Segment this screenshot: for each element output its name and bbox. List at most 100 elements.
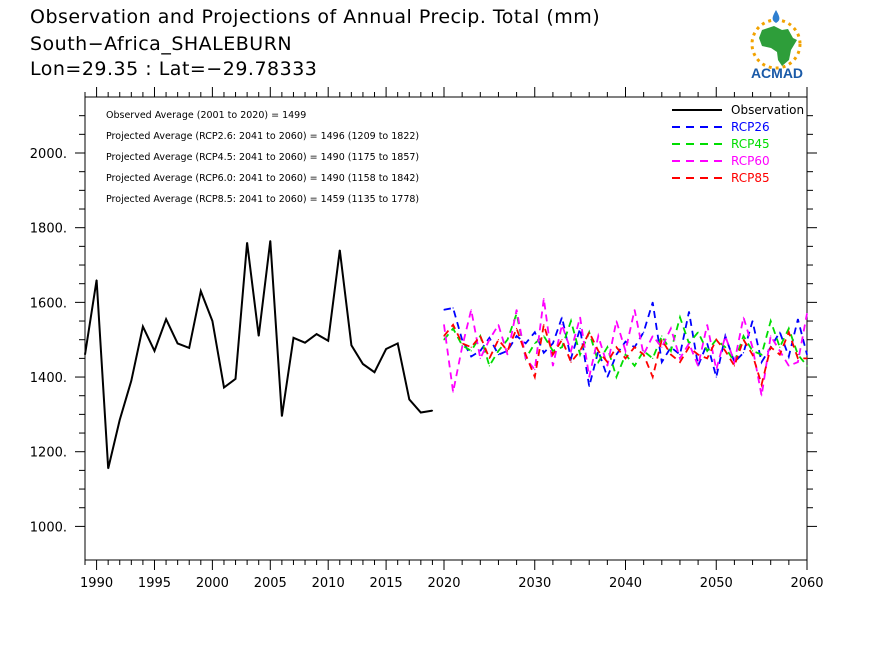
data-point-rcp60 [751,346,754,348]
y-tick-label: 1400. [30,371,67,386]
data-point-rcp45 [615,376,618,378]
data-point-rcp60 [733,361,736,363]
data-point-observation [142,326,144,328]
data-point-observation [304,342,306,344]
data-point-rcp26 [497,354,500,356]
data-point-rcp26 [761,361,763,363]
data-point-observation [246,242,248,244]
data-point-rcp85 [806,357,808,359]
data-point-rcp26 [561,316,563,318]
data-point-rcp26 [661,361,663,363]
data-point-rcp85 [597,350,599,352]
data-point-rcp45 [497,350,500,352]
data-point-rcp85 [497,339,500,341]
data-point-rcp60 [797,361,799,363]
x-tick-label: 2020 [427,576,460,591]
data-point-rcp85 [452,324,454,326]
data-point-rcp26 [679,354,681,356]
data-point-rcp60 [579,316,581,318]
data-point-rcp85 [570,361,572,363]
data-point-rcp60 [588,376,590,378]
data-point-observation [200,290,202,292]
data-point-rcp45 [806,365,808,367]
data-point-observation [258,335,260,337]
data-point-rcp85 [443,335,445,337]
data-point-rcp85 [516,327,518,330]
data-point-rcp45 [652,357,654,359]
data-point-rcp26 [452,307,454,309]
data-point-rcp60 [452,391,454,393]
data-point-rcp85 [561,339,563,341]
data-point-rcp45 [579,354,581,356]
data-point-rcp85 [779,354,781,356]
data-point-observation [408,398,410,401]
y-tick-label: 2000. [30,147,67,162]
data-point-observation [153,350,156,352]
data-point-rcp45 [506,339,509,341]
data-point-rcp45 [606,346,608,348]
data-point-observation [269,240,271,242]
data-point-observation [316,333,318,335]
data-point-rcp26 [706,342,708,345]
data-point-rcp85 [652,376,654,378]
y-tick-label: 1600. [30,296,67,311]
plot-frame [84,96,808,561]
stat-observed: Observed Average (2001 to 2020) = 1499 [106,110,306,121]
data-point-rcp26 [443,309,445,311]
data-point-rcp85 [461,342,463,345]
data-point-observation [327,340,329,342]
data-point-rcp26 [570,357,572,359]
legend-label-rcp60: RCP60 [731,154,770,168]
data-point-rcp60 [497,324,500,326]
data-point-rcp85 [697,354,699,356]
data-point-rcp45 [770,320,772,322]
data-point-rcp45 [761,354,763,356]
data-point-rcp60 [779,350,781,352]
data-point-rcp26 [643,331,645,333]
x-tick-label: 2060 [790,576,823,591]
data-point-rcp85 [715,339,717,341]
data-point-rcp45 [624,354,627,356]
data-point-rcp26 [624,340,627,343]
data-point-rcp85 [579,350,581,352]
data-point-rcp26 [516,335,518,337]
data-point-rcp26 [488,337,490,339]
legend-label-rcp45: RCP45 [731,137,770,151]
data-point-rcp60 [788,365,790,367]
data-point-rcp26 [806,354,808,356]
data-point-rcp60 [761,395,763,397]
data-point-observation [350,344,352,346]
data-point-rcp60 [543,298,545,300]
data-point-rcp26 [525,342,527,345]
data-point-rcp26 [479,350,481,352]
data-point-observation [211,320,213,322]
data-point-rcp60 [661,346,663,348]
data-point-observation [373,371,376,373]
data-point-rcp45 [661,335,663,337]
data-point-rcp26 [534,331,536,333]
data-point-rcp45 [706,350,708,352]
y-tick-label: 1200. [30,446,67,461]
data-point-rcp85 [606,361,608,363]
data-point-rcp26 [715,376,717,378]
data-point-observation [385,348,387,350]
data-point-observation [130,380,132,382]
data-point-rcp45 [751,350,754,352]
data-point-rcp85 [588,331,590,333]
legend-label-observation: Observation [731,103,804,117]
data-point-rcp60 [461,346,463,348]
africa-map-icon [759,26,797,66]
data-point-rcp85 [615,346,618,348]
data-point-rcp60 [806,312,808,315]
data-point-observation [362,363,364,365]
data-point-rcp45 [779,346,781,348]
data-point-rcp60 [742,316,745,318]
series-line-observation [84,240,433,469]
stat-rcp26: Projected Average (RCP2.6: 2041 to 2060)… [106,131,419,142]
data-point-rcp60 [715,368,717,371]
logo-text: ACMAD [751,65,803,81]
data-point-rcp26 [688,311,690,313]
data-point-rcp60 [697,365,699,367]
raindrop-icon [772,10,780,23]
